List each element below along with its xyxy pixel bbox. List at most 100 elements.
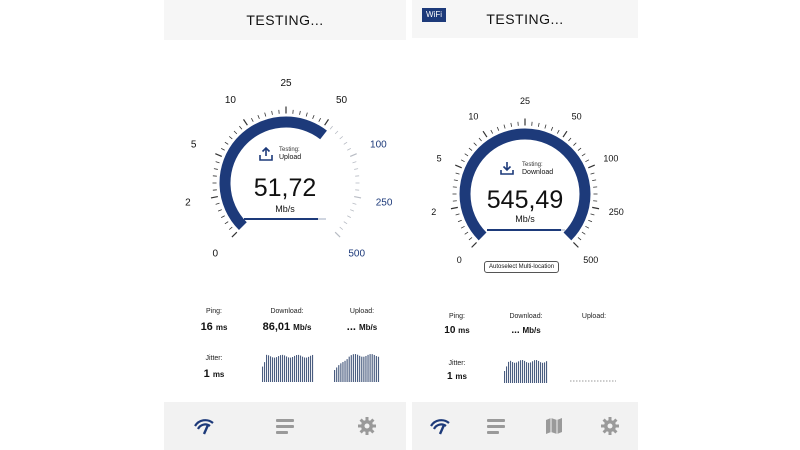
sparkline-bar [354, 354, 357, 382]
page-title: TESTING... [246, 12, 324, 28]
gauge-tick [343, 141, 348, 145]
gauge-tick-label: 250 [609, 207, 624, 217]
upload-value: ... Mb/s [346, 321, 378, 333]
gear-icon[interactable] [355, 414, 379, 438]
sparkline-bar [304, 357, 306, 382]
download-value: 86,01 Mb/s [262, 321, 312, 333]
sparkline-bar [296, 355, 298, 382]
map-icon[interactable] [542, 414, 566, 438]
gauge-tick [496, 126, 500, 131]
gauge-tick [510, 122, 513, 127]
gauge-tick [334, 231, 341, 238]
gauge-tick [460, 159, 465, 163]
testing-mode: Download [522, 168, 554, 176]
gauge-tick [457, 219, 462, 223]
header-bar: TESTING... [164, 0, 406, 40]
gauge-tick [482, 130, 488, 138]
list-icon[interactable] [484, 414, 508, 438]
gauge-tick [352, 161, 357, 164]
sparkline-bar [528, 362, 530, 383]
jitter-value: 1 ms [447, 371, 467, 382]
list-icon[interactable] [273, 414, 297, 438]
gauge-tick [242, 119, 248, 126]
sparkline-bar [346, 359, 348, 382]
gauge-tick [468, 147, 473, 151]
download-label: Download: [509, 313, 543, 320]
upload-label: Upload: [581, 313, 607, 320]
gauge-tick-label: 5 [437, 153, 442, 163]
gauge-tick [210, 195, 218, 199]
gauge-tick [581, 153, 586, 157]
autoselect-server-button[interactable]: Autoselect Multi-location [484, 261, 560, 273]
gauge-tick [471, 242, 477, 248]
gauge-tick-label: 500 [348, 249, 365, 260]
gauge-tick [343, 221, 348, 225]
sparkline-bar [510, 360, 512, 383]
gauge-tick-label: 2 [431, 207, 436, 217]
test-progress-fill [244, 218, 318, 220]
gauge-tick-label: 0 [457, 255, 462, 265]
sparkline-bar [264, 362, 266, 382]
sparkline-bar [268, 355, 270, 382]
download-label: Download: [270, 308, 304, 315]
speed-value: 545,49 [486, 186, 564, 214]
gauge-tick [556, 129, 560, 134]
gauge-tick [231, 231, 238, 238]
upload-sparkline [570, 380, 616, 382]
speedtest-icon[interactable] [428, 414, 452, 438]
gauge-tick [573, 242, 579, 248]
gauge-tick [228, 226, 233, 230]
sparkline-bar [373, 354, 375, 382]
gear-icon[interactable] [598, 414, 622, 438]
sparkline-bar [359, 355, 361, 382]
gauge-tick-label: 10 [468, 112, 478, 122]
gauge-tick [573, 142, 577, 146]
upload-sparkline [334, 354, 380, 382]
sparkline-bar [338, 365, 340, 382]
sparkline-bar [516, 362, 518, 383]
sparkline-bar [504, 371, 506, 383]
sparkline-bar [300, 355, 302, 382]
gauge-tick [347, 147, 352, 151]
gauge-tick [215, 202, 220, 205]
sparkline-bar [546, 361, 548, 383]
speed-unit: Mb/s [275, 204, 295, 214]
gauge-tick [568, 137, 572, 142]
sparkline-bar [348, 356, 350, 382]
ping-value: 10 ms [444, 325, 470, 336]
sparkline-bar [361, 356, 363, 382]
sparkline-bar [310, 355, 312, 382]
sparkline-bar [282, 354, 284, 382]
gauge-tick [220, 215, 225, 219]
gauge-tick [585, 225, 590, 229]
gauge-tick [464, 153, 469, 157]
gauge-tick [464, 231, 469, 235]
gauge-tick [455, 213, 460, 216]
speed-value: 51,72 [253, 174, 317, 202]
gauge-tick [318, 117, 322, 122]
gauge-tick [350, 209, 355, 212]
sparkline-bar [530, 362, 532, 383]
testing-mode: Upload [279, 153, 302, 161]
gauge-tick [215, 161, 220, 164]
gauge-tick [455, 172, 460, 175]
gauge-tick [339, 226, 344, 230]
sparkline-bar [536, 360, 538, 383]
gauge-tick [329, 125, 333, 130]
gauge-tick [347, 215, 352, 219]
download-sparkline [262, 354, 314, 382]
speedtest-icon[interactable] [192, 414, 216, 438]
gauge-tick [220, 147, 225, 151]
gauge-tick [233, 130, 238, 135]
sparkline-bar [352, 354, 354, 382]
sparkline-bar [544, 362, 546, 383]
gauge-tick [354, 168, 359, 170]
gauge-tick [453, 179, 458, 182]
sparkline-bar [312, 354, 314, 382]
gauge-tick [305, 112, 308, 117]
sparkline-bar [336, 367, 338, 382]
gauge-tick [562, 130, 568, 138]
sparkline-bar [306, 357, 308, 382]
gauge-tick [264, 112, 267, 117]
